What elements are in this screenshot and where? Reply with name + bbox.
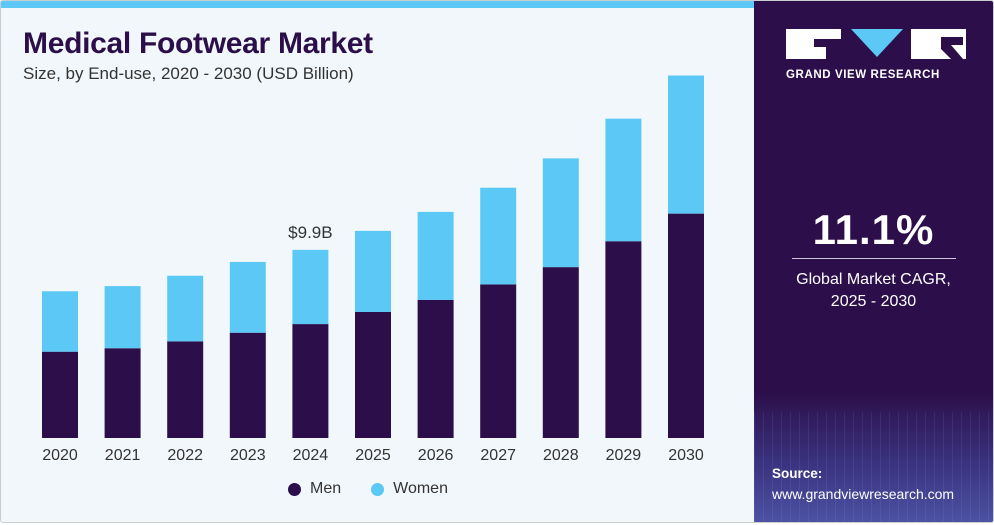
logo-block-v (849, 29, 904, 59)
bar-women-2025 (355, 230, 391, 312)
bar-women-2024 (292, 249, 329, 325)
bar-women-2029 (605, 118, 642, 242)
bar-women-2021 (104, 286, 141, 349)
bar-men-2023 (229, 332, 266, 438)
bar-women-2026 (417, 211, 454, 300)
x-tick-label-2030: 2030 (668, 447, 704, 464)
cagr-value: 11.1% (812, 206, 935, 253)
brand-logo: GRAND VIEW RESEARCH (786, 29, 967, 81)
bar-women-2030 (668, 75, 704, 214)
cagr-label-line1: Global Market CAGR, (796, 271, 951, 288)
sidebar-glow (754, 392, 993, 522)
cagr-label: Global Market CAGR, 2025 - 2030 (754, 269, 993, 313)
bar-men-2024 (292, 324, 329, 438)
x-tick-label-2021: 2021 (105, 447, 141, 464)
x-tick-label-2029: 2029 (606, 447, 642, 464)
source-link[interactable]: www.grandviewresearch.com (772, 486, 955, 502)
bar-men-2025 (355, 311, 391, 438)
bar-men-2030 (668, 213, 704, 438)
cagr-label-line2: 2025 - 2030 (830, 293, 917, 310)
bar-men-2020 (42, 351, 78, 438)
bar-chart: 2020 2021 2022 2023 2024 $9.9B 2025 2026 2027 202… (42, 75, 704, 464)
x-tick-label-2027: 2027 (480, 447, 516, 464)
legend-item-women: Women (371, 480, 448, 498)
logo-block-g (786, 29, 842, 59)
brand-name: GRAND VIEW RESEARCH (786, 69, 940, 81)
legend-swatch-men (288, 482, 301, 496)
x-tick-label-2020: 2020 (42, 447, 78, 464)
sidebar-panel: GRAND VIEW RESEARCH 11.1% Global Market … (754, 1, 993, 522)
x-tick-label-2026: 2026 (418, 447, 454, 464)
sidebar-pattern (754, 412, 993, 522)
x-tick-label-2028: 2028 (543, 447, 579, 464)
legend-label-men: Men (310, 480, 342, 497)
logo-block-r (911, 29, 967, 59)
bar-men-2028 (542, 267, 579, 438)
bar-women-2022 (167, 275, 204, 342)
x-tick-label-2023: 2023 (230, 447, 266, 464)
logo-mark-icon (786, 29, 967, 59)
bar-women-2020 (42, 291, 78, 352)
chart-title: Medical Footwear Market (23, 27, 373, 60)
accent-bar (1, 1, 754, 8)
legend-swatch-women (371, 482, 385, 496)
bar-men-2029 (605, 241, 642, 438)
x-tick-label-2025: 2025 (355, 447, 391, 464)
x-tick-label-2024: 2024 (293, 447, 329, 464)
source-heading: Source: (772, 466, 823, 481)
x-tick-label-2022: 2022 (167, 447, 203, 464)
legend-item-men: Men (288, 480, 341, 498)
cagr-divider (792, 258, 956, 259)
bar-men-2027 (480, 284, 517, 438)
data-label-2024: $9.9B (288, 223, 332, 242)
bar-men-2022 (167, 341, 204, 438)
bar-women-2028 (542, 158, 579, 268)
bar-women-2027 (480, 187, 517, 285)
bar-men-2026 (417, 299, 454, 438)
chart-legend: Men Women (288, 480, 478, 498)
bar-men-2021 (104, 348, 141, 438)
legend-label-women: Women (393, 480, 448, 497)
chart-subtitle: Size, by End-use, 2020 - 2030 (USD Billi… (23, 64, 354, 83)
bar-women-2023 (229, 261, 266, 333)
